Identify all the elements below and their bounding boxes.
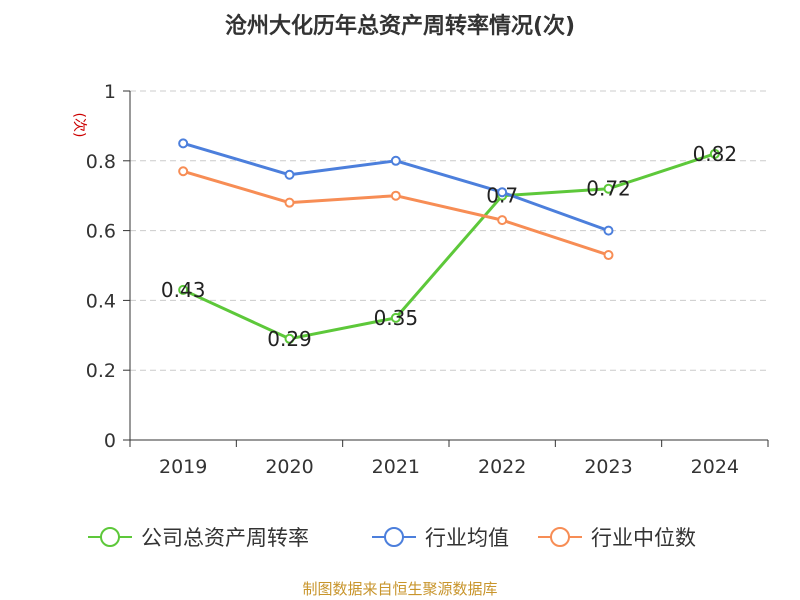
legend-item-2[interactable]: 行业中位数 (538, 526, 696, 550)
data-label: 0.7 (486, 184, 518, 208)
series-lines (178, 138, 720, 344)
y-axis-label: (次) (71, 113, 87, 138)
source-note: 制图数据来自恒生聚源数据库 (302, 580, 497, 598)
data-point (709, 148, 720, 159)
data-point (178, 166, 189, 177)
data-point (178, 284, 189, 295)
y-tick-label: 0.2 (86, 360, 116, 382)
data-labels: 0.43 0.29 0.35 0.7 0.72 0.82 (161, 142, 737, 351)
data-label: 0.43 (161, 278, 206, 302)
legend[interactable]: 公司总资产周转率 行业均值 行业中位数 (88, 526, 696, 550)
data-point (390, 190, 401, 201)
legend-label: 公司总资产周转率 (141, 526, 309, 550)
data-point (390, 155, 401, 166)
y-tick-label: 0.8 (86, 151, 116, 173)
legend-item-1[interactable]: 行业均值 (372, 526, 509, 550)
legend-marker (384, 527, 404, 547)
data-point (603, 250, 614, 261)
y-tick-label: 0.4 (86, 290, 116, 312)
data-point (284, 169, 295, 180)
legend-label: 行业均值 (425, 526, 509, 550)
data-label: 0.35 (374, 306, 419, 330)
data-label: 0.82 (693, 142, 738, 166)
data-point (284, 333, 295, 344)
y-tick-label: 1 (104, 81, 116, 103)
data-point (284, 197, 295, 208)
data-point (497, 187, 508, 198)
legend-label: 行业中位数 (591, 526, 696, 550)
chart-title: 沧州大化历年总资产周转率情况(次) (225, 13, 575, 39)
data-point (497, 215, 508, 226)
series-line-2 (182, 169, 609, 257)
legend-marker (100, 527, 120, 547)
grid (130, 90, 768, 371)
x-tick-label: 2021 (372, 456, 420, 478)
x-tick-label: 2020 (265, 456, 313, 478)
data-point (390, 312, 401, 323)
y-tick-label: 0 (104, 430, 116, 452)
x-tick-label: 2022 (478, 456, 526, 478)
legend-marker (550, 527, 570, 547)
y-tick-label: 0.6 (86, 221, 116, 243)
x-tick-label: 2024 (691, 456, 739, 478)
legend-item-0[interactable]: 公司总资产周转率 (88, 526, 309, 550)
x-tick-label: 2019 (159, 456, 207, 478)
data-point (603, 183, 614, 194)
data-point (178, 138, 189, 149)
x-tick-label: 2023 (584, 456, 632, 478)
series-line-0 (182, 152, 716, 341)
axes: 0 0.2 0.4 0.6 0.8 1 2019 2020 2021 2022 2023 2024 (86, 81, 769, 478)
data-label: 0.29 (267, 327, 312, 351)
data-point (603, 225, 614, 236)
data-label: 0.72 (586, 177, 631, 201)
